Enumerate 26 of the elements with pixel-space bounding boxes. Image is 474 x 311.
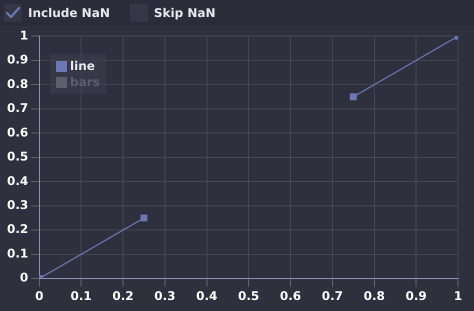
x-tick-label: 0 — [35, 288, 44, 303]
x-tick-label: 0.1 — [70, 288, 92, 303]
x-tick-label: 0.4 — [196, 288, 218, 303]
x-tick-label: 0.2 — [112, 288, 134, 303]
y-tick-label: 0.1 — [6, 246, 28, 260]
point — [140, 214, 148, 222]
x-tick-label: 1 — [454, 288, 462, 303]
y-tick-label: 0.4 — [6, 174, 28, 188]
y-tick-label: 0.7 — [6, 101, 28, 116]
y-tick-label: 0.2 — [6, 222, 28, 236]
x-tick-label: 0.5 — [238, 288, 260, 303]
legend-label: line — [70, 58, 95, 74]
x-tick-label: 0.8 — [364, 288, 385, 303]
y-tick-label: 0.6 — [6, 125, 28, 140]
x-tick-label: 0.3 — [154, 288, 176, 303]
x-tick-label: 0.7 — [322, 288, 344, 303]
x-tick-label: 0.6 — [280, 288, 302, 303]
y-tick-label: 0.8 — [6, 76, 28, 91]
y-tick-label: 0.5 — [6, 150, 28, 164]
y-tick-label: 0.3 — [6, 198, 28, 212]
text: Include NaN — [28, 6, 110, 20]
x-tick-label: 0.9 — [405, 288, 427, 303]
y-tick-label: 1 — [20, 28, 28, 42]
y-tick-label: 0.9 — [6, 52, 28, 67]
text: Skip NaN — [154, 6, 216, 20]
y-tick-label: 0 — [20, 270, 28, 285]
